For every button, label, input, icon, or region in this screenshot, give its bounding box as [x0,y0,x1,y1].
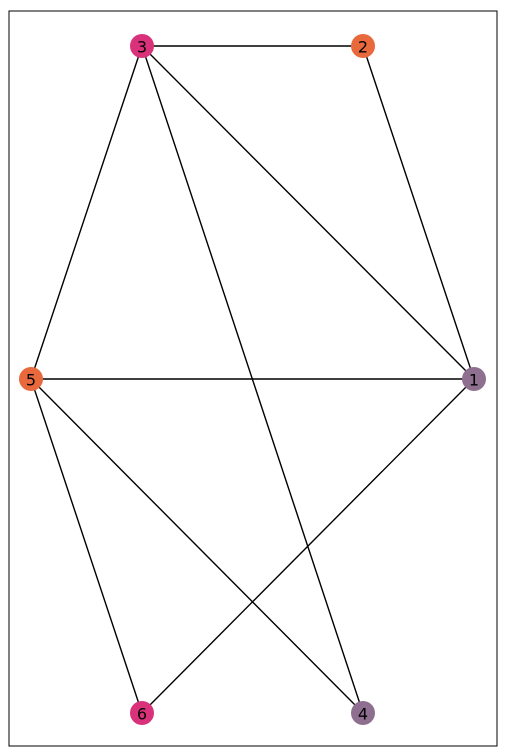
node-4: 4 [351,701,375,725]
edge-5-4 [30,378,364,714]
edges-layer [30,45,475,714]
node-label-1: 1 [469,371,479,390]
node-circle-4 [351,701,375,725]
node-label-6: 6 [137,705,147,724]
edge-2-1 [362,45,475,380]
nodes-layer: 1 2 3 4 5 6 [19,34,486,725]
node-circle-5 [19,367,43,391]
node-circle-1 [462,367,486,391]
node-6: 6 [130,701,154,725]
node-1: 1 [462,367,486,391]
node-label-4: 4 [358,705,368,724]
node-2: 2 [351,34,375,58]
node-label-3: 3 [137,38,147,57]
node-circle-3 [130,34,154,58]
node-circle-2 [351,34,375,58]
edge-1-6 [141,378,475,714]
node-label-5: 5 [26,371,36,390]
node-label-2: 2 [358,38,368,57]
node-5: 5 [19,367,43,391]
node-3: 3 [130,34,154,58]
edge-5-6 [30,378,143,714]
edge-3-5 [30,45,143,380]
node-circle-6 [130,701,154,725]
edge-3-1 [141,45,475,380]
